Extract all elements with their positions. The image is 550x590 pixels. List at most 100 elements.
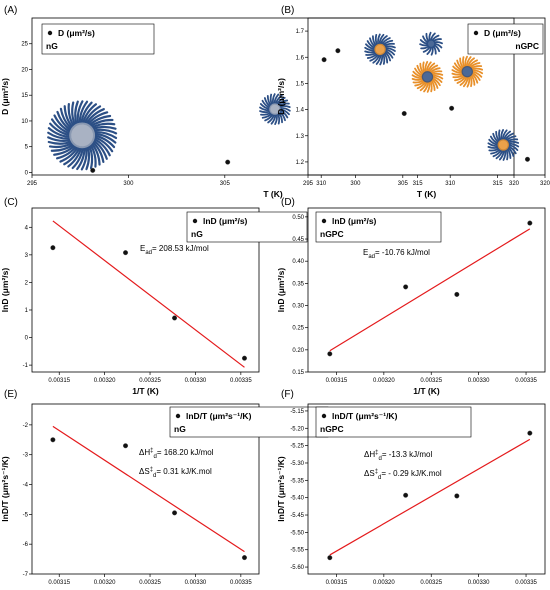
nanoparticle-strand <box>71 146 85 170</box>
nanoparticle-strand <box>490 148 502 155</box>
nanoparticle-strand <box>426 46 432 55</box>
nanoparticle-strand <box>383 50 392 62</box>
nanoparticle-strand <box>498 149 505 161</box>
y-tick-label: 0.20 <box>292 348 304 354</box>
panel-label: (C) <box>4 197 18 208</box>
nanoparticle-strand <box>432 38 442 42</box>
nanoparticle-strand <box>456 75 467 84</box>
legend-box <box>41 23 155 55</box>
nanoparticle-strand <box>420 45 430 50</box>
data-point <box>321 57 327 63</box>
nanoparticle-strand <box>87 114 112 127</box>
legend-label: D (μm²/s) <box>58 28 95 38</box>
x-axis-title: 1/T (K) <box>132 588 159 590</box>
nanoparticle-strand <box>277 99 289 106</box>
x-tick-label: 0.00330 <box>185 378 207 384</box>
y-tick-label: 0 <box>25 336 29 342</box>
x-tick-label: 0.00335 <box>230 378 252 384</box>
y-tick-label: 25 <box>21 42 28 48</box>
linear-fit-line <box>52 425 245 553</box>
nanoparticle-strand <box>470 65 483 70</box>
x-tick-label: 0.00335 <box>515 580 537 586</box>
y-tick-label: -1 <box>23 363 29 369</box>
nanoparticle-strand <box>92 137 111 157</box>
nanoparticle-strand <box>425 61 432 73</box>
nanoparticle-strand <box>383 42 395 47</box>
nanoparticle-strand <box>59 145 80 163</box>
x-tick-label: 315 <box>413 181 424 187</box>
legend-marker <box>321 413 327 419</box>
nanoparticle-strand <box>465 56 472 68</box>
y-tick-label: -5.35 <box>290 478 304 484</box>
y-tick-label: 1.6 <box>296 55 305 61</box>
nanoparticle-strand <box>495 130 501 143</box>
nanoparticle-strand <box>277 112 281 125</box>
data-point <box>241 555 247 561</box>
nanoparticle-strand <box>365 51 378 56</box>
data-point <box>172 315 178 321</box>
data-point <box>50 437 56 443</box>
nanoparticle-strand <box>92 132 117 144</box>
nanoparticle-strand <box>63 105 74 129</box>
nanoparticle-strand <box>459 75 468 86</box>
nanoparticle-strand <box>429 80 433 93</box>
plot-frame <box>31 17 515 176</box>
data-point <box>401 111 407 117</box>
y-tick-label: 2 <box>25 280 29 286</box>
nanoparticle-strand <box>414 67 424 77</box>
y-tick-label: -5.45 <box>290 513 304 519</box>
nanoparticle-strand <box>431 77 441 87</box>
nanoparticle-strand <box>279 106 291 112</box>
nanoparticle-strand <box>279 109 289 119</box>
fit-annotation: ΔS‡d= - 0.29 kJ/K.mol <box>364 469 442 481</box>
nanoparticle-strand <box>271 93 276 106</box>
nanoparticle-strand <box>419 62 425 75</box>
nanoparticle-strand <box>364 50 377 54</box>
nanoparticle-strand <box>430 70 443 75</box>
nanoparticle-strand <box>67 102 76 128</box>
nanoparticle-strand <box>416 64 424 76</box>
y-tick-label: 0 <box>25 170 29 176</box>
nanoparticle-strand <box>48 141 74 149</box>
nanoparticle-strand <box>92 135 114 153</box>
nanoparticle-strand <box>378 33 385 46</box>
nanoparticle-strand <box>87 143 94 170</box>
x-tick-label: 320 <box>509 181 520 187</box>
nanoparticle-strand <box>47 127 72 139</box>
sample-label: nGPC <box>320 424 344 434</box>
nanoparticle-strand <box>507 146 515 157</box>
nanoparticle-strand <box>488 138 499 146</box>
nanoparticle-strand <box>414 80 426 87</box>
nanoparticle-strand <box>433 44 441 53</box>
x-tick-label: 0.00330 <box>468 378 490 384</box>
nanoparticle-strand <box>383 51 389 64</box>
nanoparticle-strand <box>452 74 465 79</box>
nanoparticle-strand <box>261 112 273 119</box>
nanoparticle-strand <box>260 111 272 116</box>
nanoparticle-strand <box>412 79 425 84</box>
y-tick-label: 4 <box>25 225 29 231</box>
nanoparticle-strand <box>76 145 86 171</box>
nanoparticle-strand <box>91 140 105 164</box>
nanoparticle-strand <box>503 130 511 141</box>
x-tick-label: 0.00315 <box>48 580 70 586</box>
nanoparticle-strand <box>266 95 272 107</box>
panel-label: (A) <box>4 5 17 16</box>
nanoparticle-strand <box>432 45 437 55</box>
nanoparticle-strand <box>431 74 444 80</box>
legend-box <box>315 406 472 438</box>
y-tick-label: -5.15 <box>290 409 304 415</box>
linear-fit-line <box>329 438 531 556</box>
nanoparticle-strand <box>412 70 424 78</box>
x-axis-title: 1/T (K) <box>413 588 440 590</box>
y-tick-label: 1.2 <box>296 160 305 166</box>
panel-b: (B) 295 300 305 310 315 320 1.2 1.3 1.4 1.5 1.6 1.7 T… <box>276 5 550 199</box>
nanoparticle-strand <box>89 118 114 128</box>
nanoparticle-strand <box>86 111 109 126</box>
nanoparticle-strand <box>383 45 396 49</box>
y-tick-label: 0.45 <box>292 237 304 243</box>
nanoparticle-strand <box>471 71 481 81</box>
nanoparticle-strand <box>452 65 463 73</box>
y-tick-label: -5.55 <box>290 548 304 554</box>
